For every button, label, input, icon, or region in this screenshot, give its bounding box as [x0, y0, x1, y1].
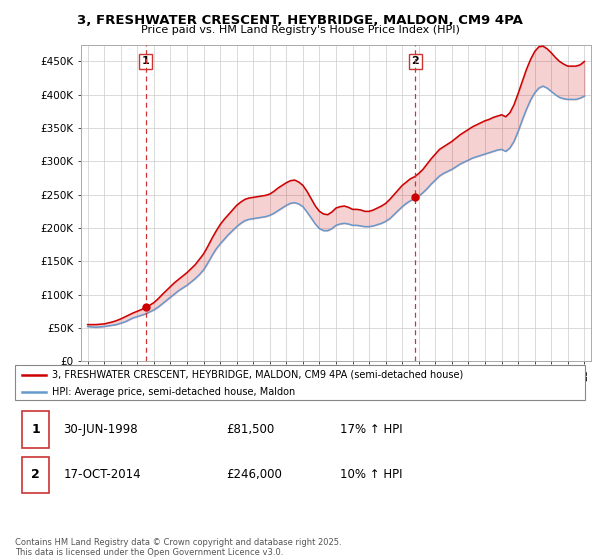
- Text: 30-JUN-1998: 30-JUN-1998: [64, 423, 138, 436]
- Text: 3, FRESHWATER CRESCENT, HEYBRIDGE, MALDON, CM9 4PA (semi-detached house): 3, FRESHWATER CRESCENT, HEYBRIDGE, MALDO…: [52, 370, 463, 380]
- Bar: [22, 411, 49, 447]
- Text: 1: 1: [142, 57, 149, 67]
- Text: 2: 2: [31, 468, 40, 481]
- Text: 3, FRESHWATER CRESCENT, HEYBRIDGE, MALDON, CM9 4PA: 3, FRESHWATER CRESCENT, HEYBRIDGE, MALDO…: [77, 14, 523, 27]
- Text: 1: 1: [31, 423, 40, 436]
- Text: £81,500: £81,500: [226, 423, 274, 436]
- Text: 10% ↑ HPI: 10% ↑ HPI: [340, 468, 403, 481]
- Text: HPI: Average price, semi-detached house, Maldon: HPI: Average price, semi-detached house,…: [52, 386, 295, 396]
- Text: 17-OCT-2014: 17-OCT-2014: [64, 468, 141, 481]
- Text: Price paid vs. HM Land Registry's House Price Index (HPI): Price paid vs. HM Land Registry's House …: [140, 25, 460, 35]
- Text: Contains HM Land Registry data © Crown copyright and database right 2025.
This d: Contains HM Land Registry data © Crown c…: [15, 538, 341, 557]
- Bar: [22, 456, 49, 493]
- Text: 2: 2: [412, 57, 419, 67]
- Text: 17% ↑ HPI: 17% ↑ HPI: [340, 423, 403, 436]
- Text: £246,000: £246,000: [226, 468, 282, 481]
